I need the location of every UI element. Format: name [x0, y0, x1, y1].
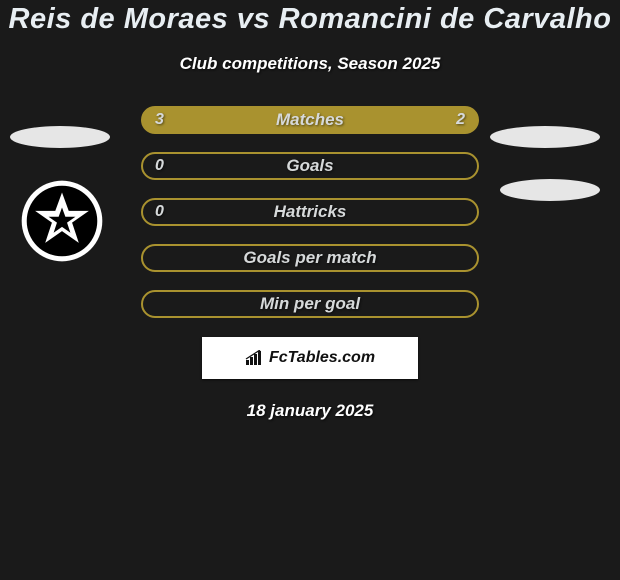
player-left-photo-placeholder: [10, 126, 110, 148]
brand-box: FcTables.com: [202, 337, 418, 379]
stat-label: Min per goal: [260, 294, 360, 314]
stat-label: Goals: [286, 156, 333, 176]
stat-label: Matches: [276, 110, 344, 130]
shield-star-icon: [20, 179, 104, 263]
subtitle: Club competitions, Season 2025: [0, 54, 620, 74]
stat-left-value: 0: [155, 157, 164, 175]
stat-bar: Hattricks 0: [141, 198, 479, 226]
stat-left-value: 0: [155, 203, 164, 221]
brand-text: FcTables.com: [269, 349, 375, 367]
club-badge-left: [20, 179, 104, 263]
stat-bar: Goals 0: [141, 152, 479, 180]
bar-chart-icon: [245, 350, 265, 366]
player-right-photo-placeholder-1: [490, 126, 600, 148]
stat-bar: Min per goal: [141, 290, 479, 318]
stat-label: Hattricks: [274, 202, 347, 222]
stat-right-value: 2: [456, 111, 465, 129]
stat-bar: Matches 3 2: [141, 106, 479, 134]
page-title: Reis de Moraes vs Romancini de Carvalho: [0, 0, 620, 36]
stat-label: Goals per match: [243, 248, 376, 268]
stat-bar: Goals per match: [141, 244, 479, 272]
player-right-photo-placeholder-2: [500, 179, 600, 201]
date-label: 18 january 2025: [0, 401, 620, 421]
stat-left-value: 3: [155, 111, 164, 129]
